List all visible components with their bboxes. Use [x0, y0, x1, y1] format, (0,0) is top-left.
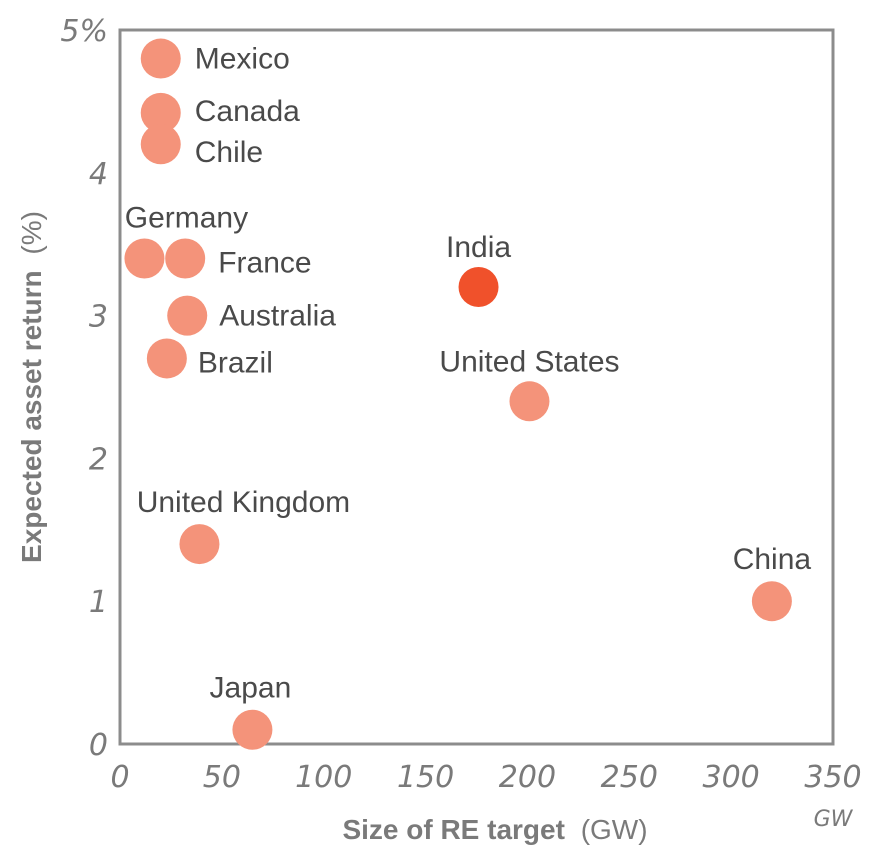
label-mexico: Mexico	[195, 43, 290, 76]
x-tick-label: 200	[499, 760, 556, 795]
x-axis-title-unit: (GW)	[581, 814, 648, 845]
y-axis-title-bold: Expected asset return	[16, 270, 47, 563]
point-united-kingdom	[179, 524, 220, 565]
label-france: France	[218, 246, 311, 279]
x-tick-label: 250	[601, 760, 658, 795]
x-tick-label: 300	[703, 760, 760, 795]
label-united-states: United States	[439, 345, 619, 378]
label-japan: Japan	[210, 672, 292, 705]
x-axis-unit: GW	[814, 807, 854, 832]
y-tick-label: 5%	[60, 14, 108, 49]
point-canada	[140, 92, 181, 133]
point-japan	[232, 709, 273, 750]
y-axis-title-unit: (%)	[16, 211, 47, 255]
y-tick-label: 4	[89, 157, 108, 192]
label-germany: Germany	[125, 201, 248, 234]
point-china	[751, 581, 792, 622]
label-chile: Chile	[195, 136, 263, 169]
plot-frame	[118, 28, 835, 746]
y-tick-label: 3	[89, 300, 108, 335]
label-india: India	[446, 231, 511, 264]
point-united-states	[509, 381, 550, 422]
y-tick-label: 1	[89, 585, 108, 620]
x-tick-label: 150	[397, 760, 454, 795]
label-united-kingdom: United Kingdom	[137, 486, 350, 519]
x-axis-title-bold: Size of RE target	[342, 814, 564, 845]
y-tick-label: 2	[89, 442, 108, 477]
label-china: China	[733, 543, 812, 576]
point-mexico	[140, 38, 181, 79]
point-chile	[140, 124, 181, 165]
label-brazil: Brazil	[198, 346, 273, 379]
point-australia	[167, 295, 208, 336]
point-labels: Mexico Canada Chile Germany France Australia B…	[125, 43, 812, 705]
label-canada: Canada	[195, 95, 300, 128]
x-tick-label: 100	[295, 760, 352, 795]
y-axis-title: Expected asset return (%)	[16, 211, 47, 563]
x-tick-label: 50	[203, 760, 241, 795]
y-tick-label: 0	[89, 728, 108, 763]
data-points	[124, 38, 792, 750]
x-axis-ticks: 0 50 100 150 200 250 300 350	[110, 760, 861, 795]
point-france	[165, 238, 206, 279]
x-tick-label: 0	[110, 760, 129, 795]
y-axis-ticks: 0 1 2 3 4 5%	[60, 14, 108, 763]
point-germany	[124, 238, 165, 279]
x-tick-label: 350	[804, 760, 861, 795]
point-brazil	[146, 338, 187, 379]
label-australia: Australia	[219, 300, 336, 333]
x-axis-title: Size of RE target (GW)	[342, 814, 647, 845]
point-india	[458, 267, 499, 308]
